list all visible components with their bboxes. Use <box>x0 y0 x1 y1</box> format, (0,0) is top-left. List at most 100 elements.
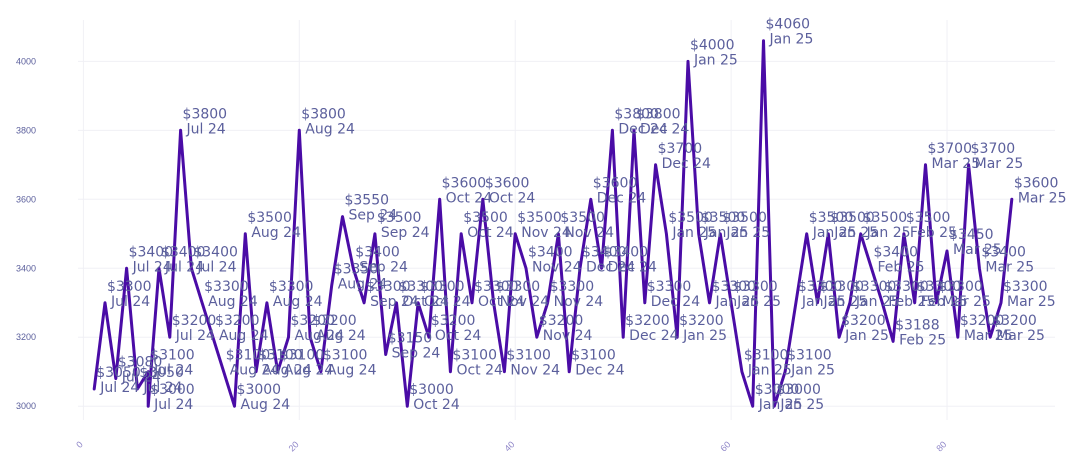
data-label-price: $3700 <box>658 141 703 157</box>
x-tick-label: 80 <box>934 439 948 453</box>
data-label-price: $3500 <box>863 210 908 226</box>
data-label-price: $3000 <box>776 382 821 398</box>
data-label-month: Jan 25 <box>866 225 911 241</box>
data-label-month: Dec 24 <box>662 156 711 172</box>
data-label-month: Mar 25 <box>985 259 1034 275</box>
data-label-month: Jul 24 <box>196 259 236 275</box>
data-label-month: Oct 24 <box>446 190 493 206</box>
data-label-month: Feb 25 <box>877 259 924 275</box>
data-label-price: $3300 <box>938 279 983 295</box>
data-label-month: Aug 24 <box>208 294 258 310</box>
data-label-price: $3300 <box>107 279 152 295</box>
data-label-price: $3200 <box>841 313 886 329</box>
data-label-price: $3100 <box>452 348 497 364</box>
data-label-price: $3300 <box>647 279 692 295</box>
data-label-price: $3200 <box>625 313 670 329</box>
data-label-month: Jul 24 <box>142 380 182 396</box>
data-label-price: $3300 <box>366 279 411 295</box>
data-label-price: $3300 <box>474 279 519 295</box>
data-label-month: Oct 24 <box>456 363 503 379</box>
data-label-price: $3400 <box>193 244 238 260</box>
data-label-price: $4000 <box>690 37 735 53</box>
data-label-month: Mar 25 <box>1018 190 1067 206</box>
data-label-price: $3200 <box>992 313 1037 329</box>
data-label-price: $3200 <box>431 313 476 329</box>
data-label-month: Dec 24 <box>575 363 624 379</box>
data-label-month: Jan 25 <box>693 52 738 68</box>
data-label-month: Dec 24 <box>597 190 646 206</box>
y-tick-label: 4000 <box>16 56 36 66</box>
data-label-month: Jan 25 <box>855 294 900 310</box>
data-label-price: $3300 <box>712 279 757 295</box>
data-label-price: $3100 <box>258 348 303 364</box>
data-label-price: $3200 <box>960 313 1005 329</box>
data-label-month: Nov 24 <box>532 259 582 275</box>
x-tick-label: 20 <box>287 439 301 453</box>
data-label-price: $3100 <box>323 348 368 364</box>
data-label-price: $3100 <box>226 348 271 364</box>
data-label-price: $3300 <box>1003 279 1048 295</box>
data-label-month: Nov 24 <box>564 225 614 241</box>
data-label-month: Mar 25 <box>942 294 991 310</box>
data-label-price: $3200 <box>172 313 217 329</box>
data-label-month: Sep 24 <box>381 225 430 241</box>
data-label-month: Aug 24 <box>284 363 334 379</box>
data-label-price: $3500 <box>906 210 951 226</box>
data-label-month: Aug 24 <box>230 363 280 379</box>
data-label-month: Aug 24 <box>338 277 388 293</box>
data-label-price: $3000 <box>409 382 454 398</box>
grid <box>78 20 1055 420</box>
data-label-month: Oct 24 <box>402 294 449 310</box>
data-label-price: $3700 <box>927 141 972 157</box>
data-label-month: Aug 24 <box>262 363 312 379</box>
data-label-month: Sep 24 <box>370 294 419 310</box>
data-label-price: $3400 <box>355 244 400 260</box>
y-axis: 3000 3200 3400 3600 3800 4000 <box>16 56 36 411</box>
data-label-price: $3350 <box>334 262 379 278</box>
data-label-price: $3100 <box>150 348 195 364</box>
data-label-month: Jan 25 <box>736 294 781 310</box>
data-label-month: Jan 25 <box>769 32 814 48</box>
data-label-price: $3200 <box>312 313 357 329</box>
